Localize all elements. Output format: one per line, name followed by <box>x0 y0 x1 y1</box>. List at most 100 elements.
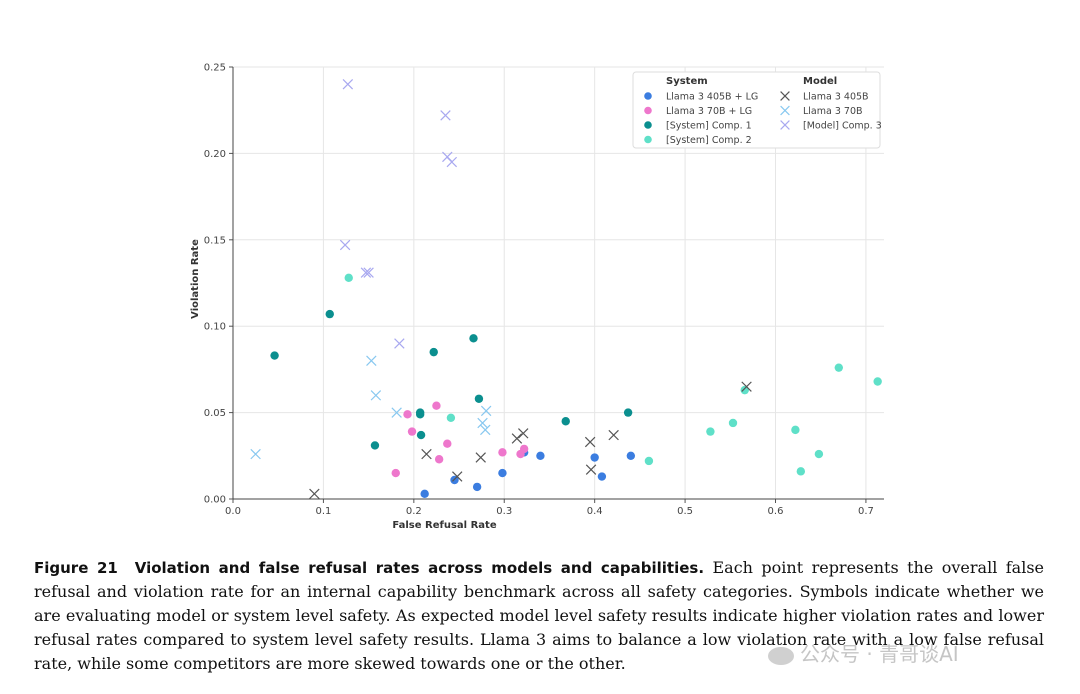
point-llama-3-405b <box>608 429 619 441</box>
point-system-comp-2 <box>834 363 843 372</box>
legend-marker <box>644 106 652 115</box>
point-llama-3-405b <box>421 448 432 460</box>
point-model-comp-3 <box>440 110 451 121</box>
y-tick-label: 0.25 <box>204 63 226 74</box>
point-llama-3-70b-lg <box>519 444 529 454</box>
legend-model-title: Model <box>803 76 837 87</box>
point-system-comp-2 <box>796 467 806 476</box>
point-system-comp-1 <box>370 441 380 450</box>
y-tick-label: 0.00 <box>204 495 226 506</box>
wechat-icon <box>768 646 794 665</box>
point-llama-3-405b-lg <box>472 482 482 492</box>
legend-marker <box>644 121 652 129</box>
legend-system-title: System <box>666 76 708 87</box>
x-tick-label: 0.6 <box>768 506 784 517</box>
point-system-comp-1 <box>415 408 425 417</box>
point-llama-3-405b-lg <box>498 468 507 478</box>
point-llama-3-70b-lg <box>407 427 417 436</box>
point-system-comp-2 <box>814 449 824 459</box>
point-llama-3-405b <box>475 452 486 463</box>
legend: System Model Llama 3 405B + LG Llama 3 70… <box>632 71 882 149</box>
point-system-comp-1 <box>623 408 633 417</box>
point-llama-3-405b-lg <box>420 489 429 499</box>
point-llama-3-405b <box>584 436 596 448</box>
x-tick-label: 0.2 <box>406 506 422 517</box>
x-tick-label: 0.3 <box>496 506 512 517</box>
y-axis-label: Violation Rate <box>190 239 201 319</box>
watermark-text: 公众号 · 青哥谈AI <box>800 642 959 666</box>
watermark: 公众号 · 青哥谈AI <box>768 638 959 667</box>
legend-marker <box>644 92 652 100</box>
point-llama-3-70b <box>480 405 492 417</box>
point-system-comp-2 <box>740 385 749 395</box>
point-model-comp-3 <box>360 267 372 278</box>
point-llama-3-70b <box>366 355 377 366</box>
x-tick-label: 0.0 <box>225 506 241 517</box>
y-tick-label: 0.10 <box>204 322 226 333</box>
legend-label: [System] Comp. 2 <box>666 135 752 146</box>
y-tick-label: 0.20 <box>204 149 226 160</box>
caption-label: Figure 21 <box>34 559 118 577</box>
point-llama-3-70b-lg <box>434 455 444 464</box>
data-points <box>250 79 882 500</box>
y-tick-label: 0.05 <box>204 408 226 419</box>
point-system-comp-2 <box>344 273 353 283</box>
point-llama-3-405b <box>518 428 529 439</box>
point-llama-3-70b-lg <box>432 401 441 410</box>
point-model-comp-3 <box>394 338 405 349</box>
point-system-comp-1 <box>325 309 334 319</box>
point-model-comp-3 <box>446 156 458 168</box>
point-llama-3-70b-lg <box>403 410 412 419</box>
legend-marker <box>644 135 652 144</box>
point-llama-3-405b-lg <box>597 472 607 481</box>
x-tick-label: 0.5 <box>677 506 693 517</box>
point-llama-3-405b-lg <box>626 451 636 460</box>
x-tick-label: 0.4 <box>587 506 603 517</box>
point-system-comp-1 <box>469 334 478 343</box>
x-tick-label: 0.7 <box>858 506 874 517</box>
axes: 0.0 0.1 0.2 0.3 0.4 0.5 0.6 0.7 0.00 0.05 0.10 0.15… <box>204 63 884 517</box>
point-system-comp-2 <box>728 418 738 428</box>
point-model-comp-3 <box>363 267 374 278</box>
point-llama-3-70b <box>250 448 261 460</box>
legend-marker <box>780 120 790 130</box>
scatter-chart: 0.0 0.1 0.2 0.3 0.4 0.5 0.6 0.7 0.00 0.05 0.10 0.15… <box>190 63 884 531</box>
point-system-comp-1 <box>561 417 570 426</box>
point-system-comp-1 <box>474 394 484 403</box>
point-system-comp-2 <box>446 413 456 422</box>
point-llama-3-405b <box>741 381 752 392</box>
point-llama-3-70b <box>477 417 488 429</box>
caption-title: Violation and false refusal rates across… <box>134 559 705 577</box>
point-llama-3-405b-lg <box>536 451 545 460</box>
legend-label: Llama 3 405B + LG <box>666 92 758 103</box>
point-system-comp-1 <box>270 351 279 360</box>
point-system-comp-2 <box>873 377 882 386</box>
legend-label: Llama 3 70B <box>803 106 863 117</box>
point-system-comp-2 <box>706 427 715 436</box>
point-system-comp-1 <box>416 430 426 440</box>
point-llama-3-405b-lg <box>590 453 599 462</box>
legend-box <box>632 71 881 149</box>
point-llama-3-405b <box>585 464 597 475</box>
point-model-comp-3 <box>339 239 351 251</box>
point-llama-3-405b <box>309 488 320 500</box>
point-llama-3-405b <box>452 471 463 482</box>
point-llama-3-70b-lg <box>498 448 507 457</box>
point-system-comp-1 <box>429 347 438 357</box>
legend-label: [Model] Comp. 3 <box>803 121 882 132</box>
point-llama-3-70b-lg <box>443 439 452 448</box>
legend-label: [System] Comp. 1 <box>666 121 752 132</box>
figure-caption: Figure 21 Violation and false refusal ra… <box>34 556 1044 676</box>
point-llama-3-405b <box>511 433 523 444</box>
point-llama-3-70b <box>391 407 402 418</box>
point-system-comp-2 <box>644 456 654 466</box>
x-tick-label: 0.1 <box>315 506 331 517</box>
point-llama-3-70b <box>480 424 491 436</box>
point-llama-3-70b <box>370 390 382 401</box>
point-system-comp-2 <box>791 425 800 435</box>
legend-items: Llama 3 405B + LG Llama 3 70B + LG [System… <box>644 91 882 146</box>
point-llama-3-70b-lg <box>391 468 400 478</box>
legend-label: Llama 3 70B + LG <box>666 106 752 117</box>
legend-marker <box>780 91 790 101</box>
caption-body: Each point represents the overall false … <box>34 558 1045 673</box>
